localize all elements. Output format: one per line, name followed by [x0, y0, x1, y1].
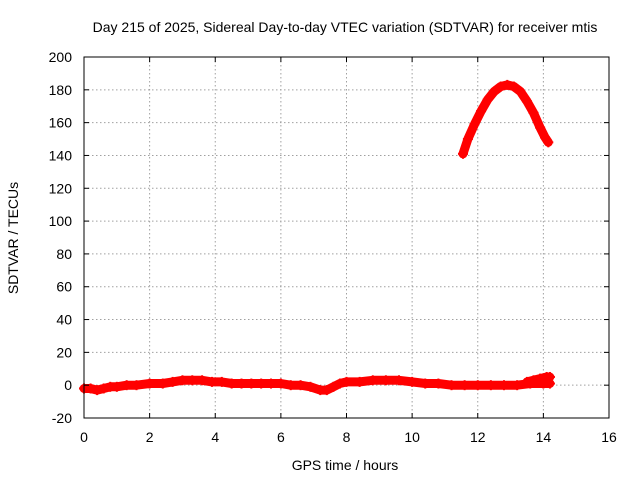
- x-tick-label: 4: [211, 429, 219, 445]
- data-point: [543, 137, 554, 148]
- data-point: [476, 106, 487, 117]
- data-point: [121, 380, 132, 391]
- data-point: [206, 376, 217, 387]
- data-point: [321, 385, 332, 396]
- x-tick-label: 10: [404, 429, 420, 445]
- data-point: [111, 381, 122, 392]
- data-point: [295, 380, 306, 391]
- x-tick-label: 6: [277, 429, 285, 445]
- data-point: [167, 376, 178, 387]
- y-tick-label: 80: [56, 246, 72, 262]
- data-point: [446, 380, 457, 391]
- data-point: [528, 375, 539, 386]
- data-point: [489, 86, 500, 97]
- data-point: [285, 380, 296, 391]
- data-point: [495, 81, 506, 92]
- data-point: [380, 375, 391, 386]
- data-point: [266, 378, 277, 389]
- y-axis-label: SDTVAR / TECUs: [5, 182, 21, 294]
- x-tick-label: 2: [146, 429, 154, 445]
- data-point: [177, 375, 188, 386]
- data-point: [433, 378, 444, 389]
- x-tick-label: 0: [80, 429, 88, 445]
- data-point: [535, 122, 546, 133]
- data-point: [305, 381, 316, 392]
- y-tick-label: 20: [56, 344, 72, 360]
- data-point: [197, 375, 208, 386]
- data-point: [131, 380, 142, 391]
- data-point: [85, 383, 96, 394]
- data-point: [367, 375, 378, 386]
- y-tick-label: 120: [49, 180, 73, 196]
- y-tick-label: 180: [49, 82, 73, 98]
- x-tick-label: 16: [601, 429, 617, 445]
- series-line: [458, 80, 553, 159]
- data-point: [341, 376, 352, 387]
- data-point: [394, 375, 404, 386]
- data-point: [462, 134, 473, 145]
- y-tick-label: 200: [49, 49, 73, 65]
- data-series: [79, 79, 555, 396]
- x-tick-label: 14: [536, 429, 552, 445]
- y-tick-label: 140: [49, 147, 73, 163]
- data-point: [535, 373, 546, 384]
- data-point: [157, 378, 168, 389]
- x-axis-label: GPS time / hours: [292, 457, 399, 473]
- x-tick-label: 12: [470, 429, 486, 445]
- data-point: [457, 148, 468, 159]
- data-point: [334, 378, 345, 389]
- data-point: [275, 378, 286, 389]
- data-point: [544, 371, 555, 382]
- y-tick-label: 0: [64, 377, 72, 393]
- data-point: [459, 380, 470, 391]
- data-point: [482, 94, 493, 105]
- axis-ticks: 0 2 4 6 8 10 12 14 16 -20 0 20 40 60 80 100 120 140 160 180…: [49, 49, 617, 445]
- y-tick-label: 160: [49, 115, 73, 131]
- data-point: [328, 381, 339, 392]
- data-point: [256, 378, 267, 389]
- data-point: [515, 86, 526, 97]
- data-point: [144, 378, 155, 389]
- y-tick-label: -20: [52, 410, 72, 426]
- data-point: [485, 380, 496, 391]
- data-point: [354, 376, 365, 387]
- data-point: [512, 380, 523, 391]
- data-point: [420, 378, 431, 389]
- data-point: [469, 119, 480, 130]
- y-tick-label: 40: [56, 312, 72, 328]
- data-point: [521, 96, 532, 107]
- data-point: [187, 375, 198, 386]
- data-point: [226, 378, 237, 389]
- data-point: [98, 383, 109, 394]
- data-point: [521, 376, 532, 387]
- data-point: [92, 385, 103, 396]
- y-tick-label: 100: [49, 213, 73, 229]
- chart-title: Day 215 of 2025, Sidereal Day-to-day VTE…: [93, 19, 598, 35]
- data-point: [407, 376, 418, 387]
- x-tick-label: 8: [343, 429, 351, 445]
- data-point: [528, 107, 539, 118]
- data-point: [236, 378, 247, 389]
- data-point: [508, 81, 519, 92]
- data-point: [246, 378, 257, 389]
- data-point: [502, 79, 513, 90]
- data-point: [499, 380, 509, 391]
- data-point: [216, 376, 227, 387]
- data-point: [472, 380, 483, 391]
- y-tick-label: 60: [56, 279, 72, 295]
